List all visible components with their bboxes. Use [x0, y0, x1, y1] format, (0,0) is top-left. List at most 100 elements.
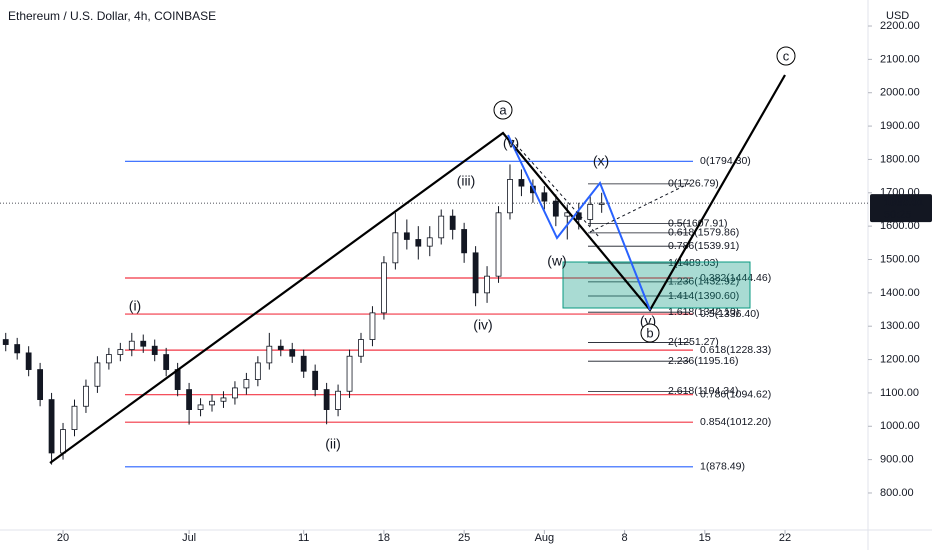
candle-body — [461, 229, 468, 254]
chart-title: Ethereum / U.S. Dollar, 4h, COINBASE — [8, 9, 216, 23]
x-tick-label: 8 — [622, 532, 628, 544]
candle-body — [48, 399, 55, 454]
y-tick-label: 2100.00 — [880, 53, 920, 65]
x-tick-label: 11 — [298, 532, 309, 544]
candle-body — [403, 232, 410, 240]
x-tick-label: Aug — [535, 532, 555, 544]
wave-label: (iii) — [457, 173, 476, 189]
candle-body — [128, 340, 135, 350]
x-tick-label: 15 — [699, 532, 711, 544]
candle-body — [507, 179, 513, 214]
candle-body — [277, 345, 284, 350]
fib-retrace-label: 0.618(1228.33) — [700, 344, 771, 356]
fib-extension-label: 2(1251.27) — [668, 336, 719, 348]
y-tick-label: 800.00 — [880, 487, 914, 499]
candle-body — [495, 212, 502, 277]
fib-retrace-label: 0.854(1012.20) — [700, 416, 771, 428]
fib-extension-label: 1.236(1432.92) — [668, 276, 739, 288]
wave-circle — [493, 100, 513, 120]
wave-label: (v) — [503, 135, 519, 151]
wave-label: (ii) — [325, 436, 341, 452]
y-tick-label: 1200.00 — [880, 353, 920, 365]
fib-extension-label: 0.618(1579.86) — [668, 227, 739, 239]
candle-body — [94, 362, 101, 387]
y-tick-label: 1000.00 — [880, 420, 920, 432]
fib-major-label: 1(878.49) — [700, 461, 745, 473]
wave-line — [49, 74, 786, 464]
candle-body — [83, 385, 89, 407]
candle-body — [449, 215, 456, 230]
fib-extension-label: 2.236(1195.16) — [668, 355, 738, 367]
candle-body — [254, 362, 261, 380]
price-tag-value: 1669.01 — [884, 197, 924, 209]
wave-circle-label: c — [783, 48, 790, 63]
price-tag — [870, 194, 932, 223]
candle-body — [14, 344, 21, 354]
y-tick-label: 1400.00 — [880, 287, 920, 299]
y-tick-label: 900.00 — [880, 454, 914, 466]
plot-area: 0(1794.30) 1(878.49) 0.382(1444.46) 0.5(133… — [0, 46, 868, 473]
candle-body — [518, 179, 525, 187]
y-tick-label: 2000.00 — [880, 87, 920, 99]
candle-body — [575, 212, 582, 220]
wave-label: (w) — [547, 253, 566, 269]
candle-body — [105, 354, 112, 364]
candle-body — [37, 369, 44, 400]
target-zone — [562, 261, 751, 309]
candle-body — [209, 400, 215, 406]
candle-body — [335, 390, 341, 410]
y-tick-label: 1500.00 — [880, 253, 920, 265]
candle-body — [25, 352, 32, 370]
fib-extension-label: 0.5(1607.91) — [668, 217, 728, 229]
candle-body — [186, 389, 192, 410]
fib-extension-label: 0.786(1539.91) — [668, 240, 739, 252]
fib-retrace-label: 0.382(1444.46) — [700, 272, 771, 284]
candle-body — [587, 204, 594, 220]
fib-retrace-label: 0.5(1336.40) — [700, 308, 760, 320]
candle-body — [197, 404, 204, 410]
fib-extension-label: 1.414(1390.60) — [668, 290, 739, 302]
candle-body — [140, 340, 147, 347]
candle-body — [358, 339, 364, 357]
x-tick-label: 22 — [779, 532, 791, 544]
fib-extension-label: 2.618(1104.34) — [668, 385, 738, 397]
candle-body — [369, 312, 376, 340]
wave-circle-label: a — [499, 102, 507, 117]
candle-body — [2, 339, 9, 345]
x-tick-label: 25 — [458, 532, 470, 544]
candle-body — [415, 239, 422, 247]
y-tick-label: 1800.00 — [880, 153, 920, 165]
fib-retrace-label: 0.786(1094.62) — [700, 388, 771, 400]
price-tag-countdown: 50:25 — [884, 209, 912, 221]
candle-body — [484, 275, 490, 294]
candle-body — [300, 355, 307, 372]
candle-body — [426, 237, 433, 247]
wave-circle — [640, 323, 660, 343]
candle-body — [323, 389, 330, 410]
y-tick-label: 1100.00 — [880, 387, 919, 399]
y-tick-label: 1300.00 — [880, 320, 920, 332]
candle-body — [232, 387, 238, 399]
currency-label: USD — [886, 10, 909, 22]
candle-body — [151, 345, 158, 355]
candle-body — [552, 200, 559, 217]
trend-dash — [511, 139, 601, 239]
fib-major-label: 0(1794.30) — [700, 155, 751, 167]
wave-label: (iv) — [473, 317, 492, 333]
candle-body — [289, 349, 296, 357]
wave-circle — [776, 46, 796, 66]
candle-body — [312, 370, 319, 390]
wave-label: (x) — [593, 153, 609, 169]
wave-line-blue — [507, 134, 651, 311]
wave-label: (i) — [129, 298, 141, 314]
fib-extension-label: 0(1726.79) — [668, 178, 719, 190]
candle-body — [381, 262, 387, 314]
candle-body — [60, 429, 66, 454]
trend-dash — [589, 182, 691, 233]
candle-body — [266, 345, 273, 364]
candle-body — [243, 379, 250, 389]
candle-body — [346, 355, 353, 392]
fib-extension-label: 1.618(1342.10) — [668, 306, 739, 318]
